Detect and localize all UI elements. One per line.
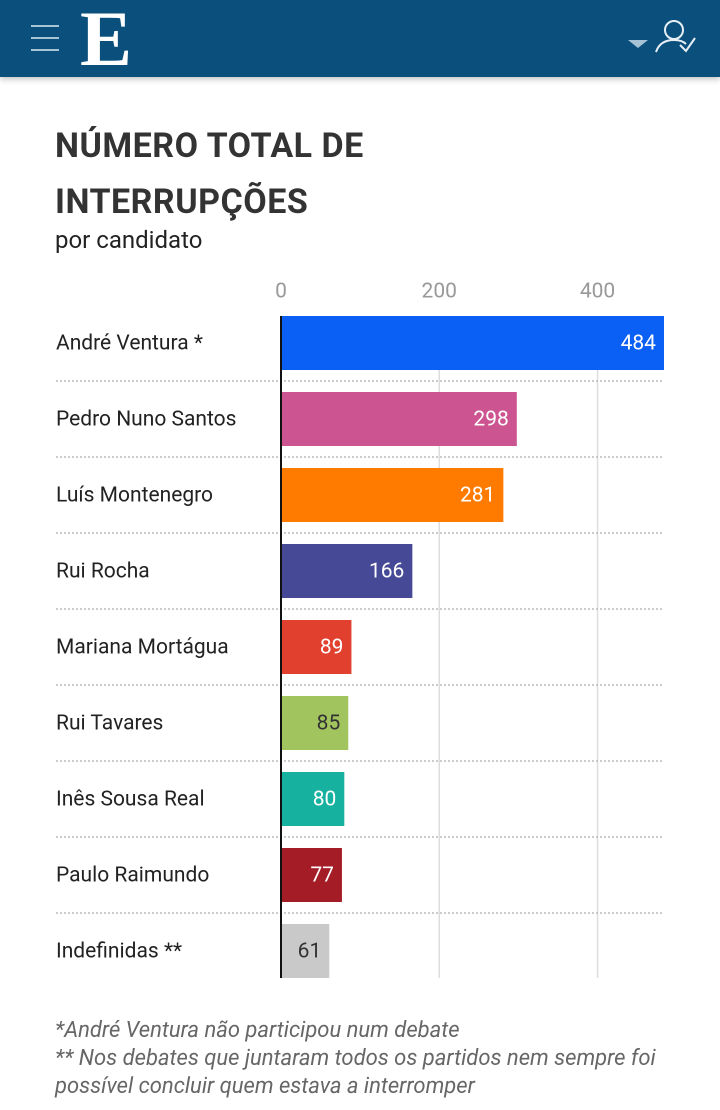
bar [281, 772, 345, 826]
bar [281, 620, 352, 674]
chart-subtitle: por candidato [55, 226, 203, 254]
y-tick-label: André Ventura * [56, 332, 203, 356]
bar [281, 544, 413, 598]
dropdown-icon[interactable] [628, 40, 648, 48]
value-label: 298 [473, 408, 508, 432]
bar [281, 848, 342, 902]
chart: 0 200 400 André Ventura * 484 Pedro Nuno Sant… [56, 280, 664, 978]
y-tick-label: Inês Sousa Real [56, 788, 205, 812]
y-tick-label: Pedro Nuno Santos [56, 408, 237, 432]
chart-title: NÚMERO TOTAL DE INTERRUPÇÕES [55, 126, 364, 222]
value-label: 484 [621, 332, 657, 356]
footnote: ** Nos debates que juntaram todos os par… [55, 1046, 656, 1099]
value-label: 85 [317, 712, 341, 736]
y-tick-label: Rui Tavares [56, 712, 163, 736]
y-tick-label: Mariana Mortágua [56, 636, 229, 660]
x-tick-label: 200 [422, 280, 457, 304]
menu-icon[interactable] [31, 25, 59, 51]
value-label: 77 [310, 864, 334, 888]
bar [281, 924, 330, 978]
y-tick-label: Paulo Raimundo [56, 864, 209, 888]
value-label: 61 [298, 940, 322, 964]
bar [281, 696, 349, 750]
logo[interactable]: E [80, 0, 133, 82]
bar [281, 316, 664, 370]
x-tick-label: 0 [275, 280, 287, 304]
value-label: 89 [320, 636, 344, 660]
x-tick-label: 400 [580, 280, 615, 304]
header-icons [31, 20, 696, 53]
bar [281, 468, 504, 522]
value-label: 80 [313, 788, 337, 812]
y-tick-label: Luís Montenegro [56, 484, 213, 508]
value-label: 281 [460, 484, 495, 508]
bar [281, 392, 517, 446]
user-icon[interactable] [655, 20, 696, 53]
value-label: 166 [369, 560, 404, 584]
footnote: *André Ventura não participou num debate [55, 1018, 460, 1043]
y-tick-label: Rui Rocha [56, 560, 150, 584]
y-tick-label: Indefinidas ** [56, 940, 182, 964]
header: E [0, 0, 720, 82]
